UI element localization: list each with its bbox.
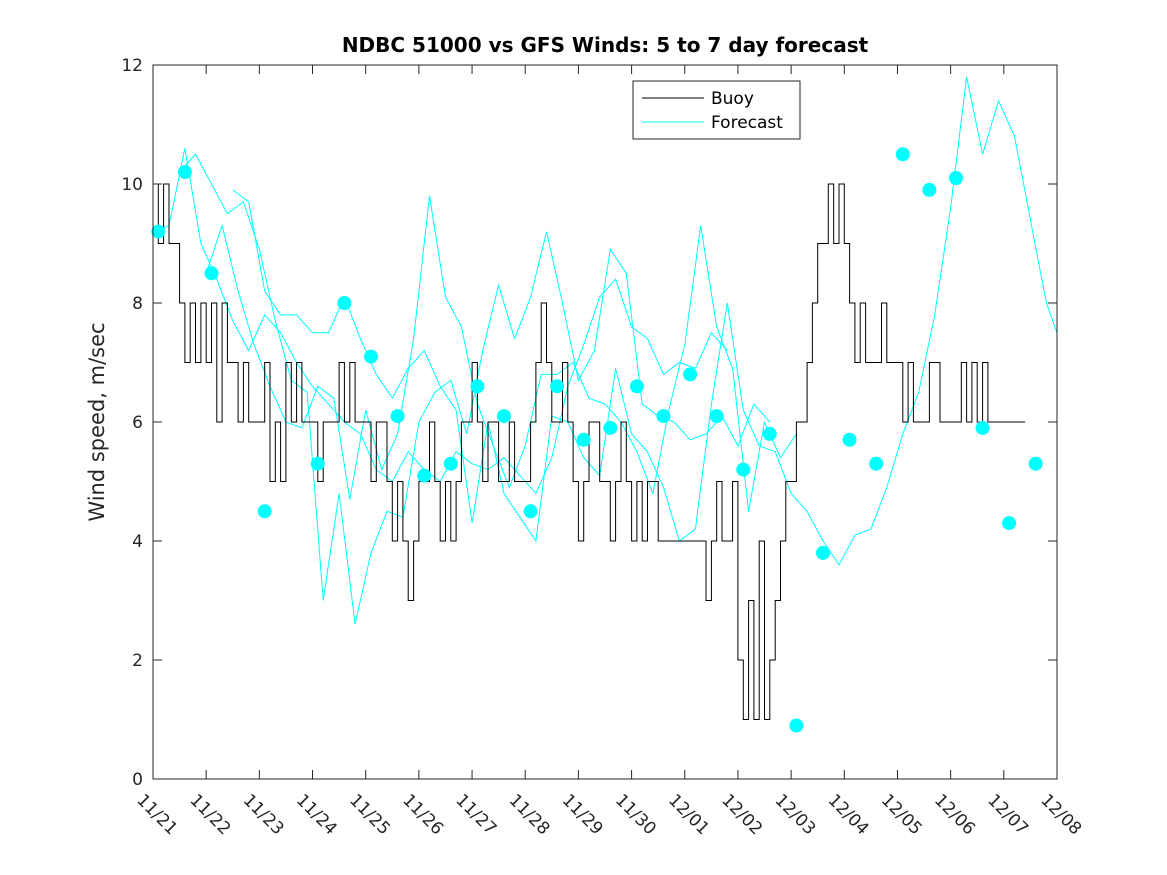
forecast-marker [470, 379, 485, 394]
y-tick-label: 8 [132, 294, 143, 314]
forecast-marker [603, 420, 618, 435]
forecast-line-3 [205, 195, 797, 512]
forecast-marker [177, 165, 192, 180]
forecast-marker [204, 266, 219, 281]
legend-box [632, 80, 801, 140]
forecast-marker [390, 409, 405, 424]
forecast-marker [709, 409, 724, 424]
forecast-marker [497, 409, 511, 424]
forecast-marker [816, 545, 830, 560]
forecast-marker [310, 456, 325, 471]
forecast-marker [364, 349, 378, 364]
forecast-marker [417, 468, 432, 483]
y-axis-label: Wind speed, m/sec [85, 322, 109, 521]
forecast-marker [1002, 516, 1017, 531]
forecast-marker [922, 182, 937, 197]
y-tick-label: 6 [132, 413, 143, 433]
forecast-marker [523, 504, 538, 519]
buoy-line [153, 183, 1026, 720]
forecast-marker [895, 147, 910, 162]
forecast-marker [975, 420, 990, 435]
forecast-marker [683, 367, 698, 382]
forecast-marker [762, 426, 777, 441]
forecast-marker [257, 504, 272, 519]
y-tick-label: 4 [132, 532, 143, 552]
forecast-marker [842, 432, 857, 447]
y-tick-label: 2 [132, 651, 143, 671]
forecast-marker [629, 379, 644, 394]
forecast-marker [550, 379, 565, 394]
y-tick-label: 12 [121, 56, 143, 76]
forecast-marker [789, 718, 804, 733]
legend-label-buoy: Buoy [711, 89, 754, 109]
forecast-marker [576, 432, 591, 447]
y-tick-label: 0 [132, 770, 143, 790]
forecast-marker [337, 296, 352, 310]
forecast-marker [1028, 456, 1043, 471]
forecast-marker [949, 171, 963, 185]
forecast-marker [443, 456, 458, 471]
legend: Buoy Forecast [632, 80, 801, 140]
forecast-marker [736, 462, 751, 477]
legend-label-forecast: Forecast [711, 113, 783, 133]
series-layer [151, 76, 1058, 733]
y-tick-label: 10 [121, 175, 143, 195]
forecast-marker [656, 409, 671, 424]
forecast-marker [151, 224, 166, 239]
forecast-marker [869, 456, 884, 471]
chart-title: NDBC 51000 vs GFS Winds: 5 to 7 day fore… [342, 33, 869, 57]
